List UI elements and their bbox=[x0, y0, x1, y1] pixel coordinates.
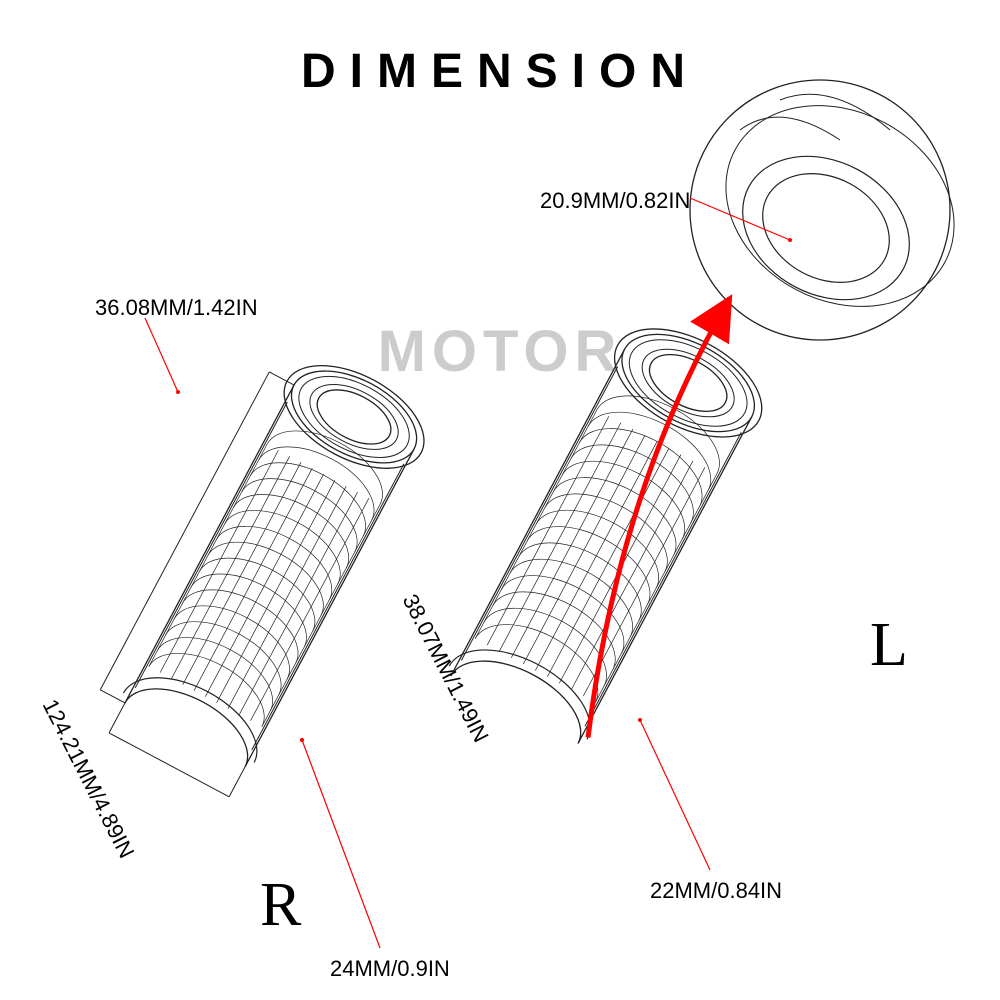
technical-drawing bbox=[0, 0, 1000, 1000]
